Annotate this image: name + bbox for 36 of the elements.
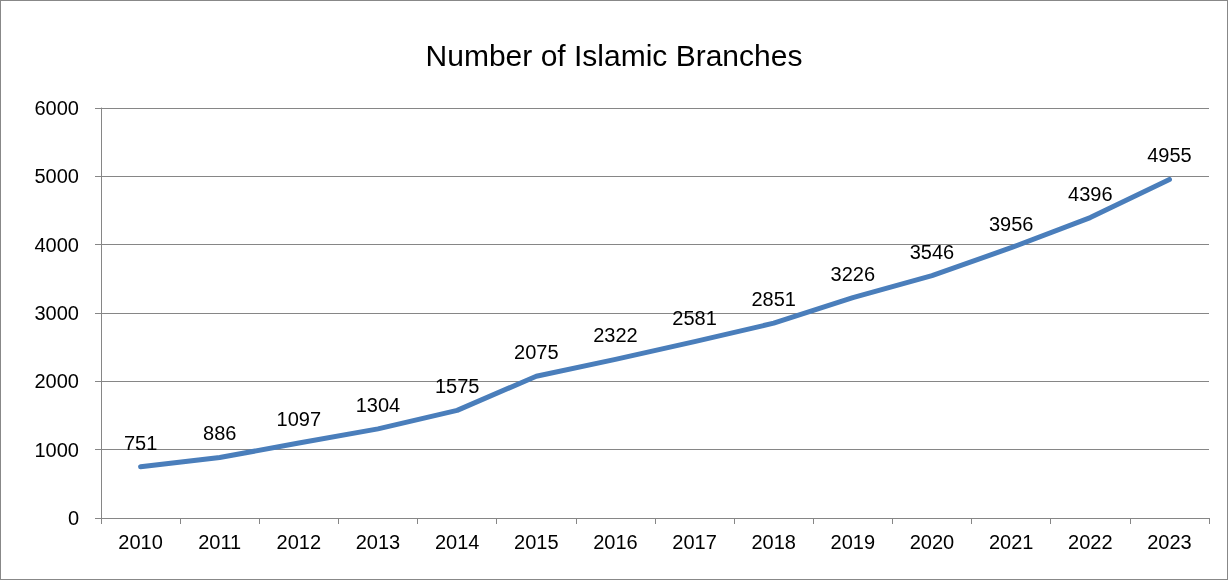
x-tick-label: 2011: [198, 531, 242, 553]
x-tick-label: 2014: [434, 531, 480, 553]
data-label: 3956: [988, 212, 1034, 235]
x-tick-label: 2013: [355, 531, 401, 553]
x-tick-label: 2021: [988, 531, 1034, 553]
data-label: 2581: [672, 306, 717, 329]
y-tick-label: 2000: [34, 370, 79, 393]
data-label: 751: [123, 431, 158, 454]
x-tick-label: 2016: [593, 531, 638, 553]
data-label: 2075: [514, 341, 559, 364]
y-tick-label: 1000: [34, 438, 79, 461]
y-tick-label: 4000: [34, 233, 79, 256]
y-tick-label: 3000: [34, 302, 79, 324]
data-label: 2322: [593, 324, 638, 347]
x-tick-label: 2019: [830, 531, 876, 553]
data-label: 1304: [355, 393, 401, 416]
x-tick-label: 2018: [751, 531, 796, 553]
data-label: 3546: [909, 240, 955, 263]
data-label: 3226: [830, 262, 876, 285]
data-label: 4955: [1147, 144, 1192, 167]
data-label: 886: [203, 422, 237, 445]
y-tick-label: 0: [67, 507, 79, 529]
x-tick-label: 2012: [276, 531, 322, 553]
x-tick-label: 2023: [1147, 531, 1192, 553]
y-tick-label: 6000: [34, 97, 79, 119]
x-tick-label: 2020: [909, 531, 955, 553]
data-label: 1575: [434, 375, 480, 398]
x-tick-label: 2010: [118, 531, 163, 553]
y-tick-label: 5000: [34, 165, 79, 188]
x-tick-label: 2017: [672, 531, 717, 553]
x-tick-label: 2022: [1068, 531, 1113, 553]
data-label: 4396: [1068, 182, 1113, 205]
x-tick-label: 2015: [514, 531, 559, 553]
data-label: 2851: [751, 288, 796, 311]
chart-title: Number of Islamic Branches: [425, 38, 803, 72]
data-label: 1097: [276, 408, 322, 431]
